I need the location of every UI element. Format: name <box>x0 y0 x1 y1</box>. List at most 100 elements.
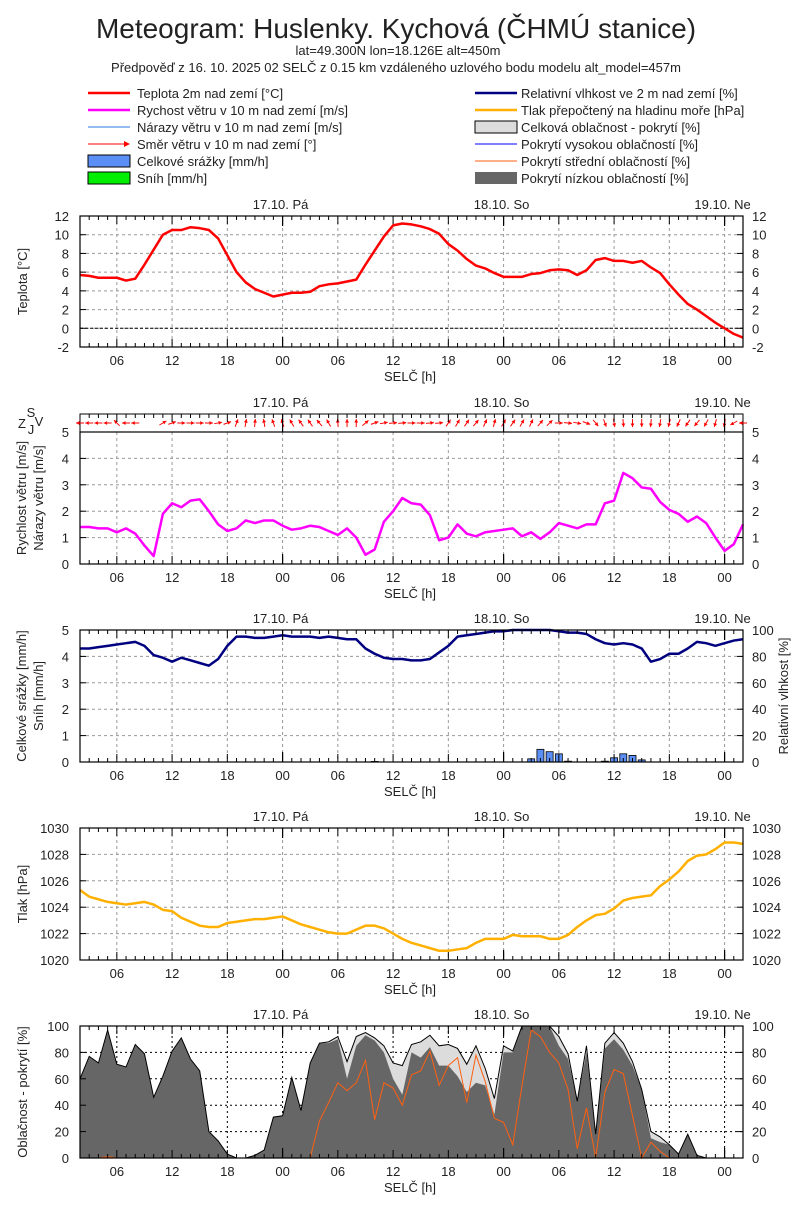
legend-label: Směr větru v 10 m nad zemí [°] <box>137 137 316 152</box>
legend: Teplota 2m nad zemí [°C] Rychost větru v … <box>87 86 744 186</box>
y-tick-label-right: 80 <box>752 649 766 664</box>
wind-arrow-icon <box>464 419 470 427</box>
wind-arrow-icon <box>354 419 359 427</box>
y-tick-label-right: 2 <box>752 303 759 318</box>
x-tick-label: 18 <box>220 353 234 368</box>
wind-arrow-icon <box>483 419 488 427</box>
y-axis-label: Rychlost větru [m/s] <box>14 441 29 555</box>
day-label: 17.10. Pá <box>253 197 309 212</box>
plot-data <box>79 222 744 339</box>
wind-arrow-icon <box>510 419 516 427</box>
y-tick-label-right: 1020 <box>752 953 781 968</box>
wind-arrow-icon <box>529 419 534 427</box>
plot-data <box>79 1025 743 1160</box>
wind-arrow-icon <box>168 421 177 425</box>
plot-data <box>80 471 745 558</box>
y-tick-label: 12 <box>55 209 69 224</box>
day-label: 17.10. Pá <box>253 395 309 410</box>
legend-label: Pokrytí nízkou oblačností [%] <box>521 171 689 186</box>
y-tick-label: 1028 <box>40 847 69 862</box>
y-tick-label-right: 8 <box>752 246 759 261</box>
y-tick-label-right: 1026 <box>752 874 781 889</box>
station-coordinates: lat=49.300N lon=18.126E alt=450m <box>296 43 501 58</box>
y-tick-label: 0 <box>62 557 69 572</box>
day-label: 19.10. Ne <box>694 611 750 626</box>
wind-arrow-icon <box>223 421 232 425</box>
wind-arrow-icon <box>345 419 349 427</box>
wind-arrow-icon <box>195 421 204 425</box>
x-tick-label: 18 <box>662 1164 676 1179</box>
y-tick-label: 1 <box>62 531 69 546</box>
wind-arrow-icon <box>159 420 167 426</box>
x-tick-label: 00 <box>717 1164 731 1179</box>
y-tick-label: 5 <box>62 425 69 440</box>
series-line <box>79 222 744 339</box>
legend-label: Pokrytí střední oblačností [%] <box>521 154 690 169</box>
wind-arrow-icon <box>370 421 379 425</box>
wind-arrow-icon <box>103 421 112 425</box>
day-label: 18.10. So <box>474 611 530 626</box>
y-axis-label-secondary: Nárazy větru [m/s] <box>31 445 46 550</box>
x-tick-label: 06 <box>552 1164 566 1179</box>
y-axis-label: Celkové srážky [mm/h] <box>14 630 29 761</box>
y-tick-label-right: 3 <box>752 478 759 493</box>
wind-arrow-icon <box>76 421 84 425</box>
x-tick-label: 06 <box>331 570 345 585</box>
wind-arrow-icon <box>407 421 416 425</box>
wind-arrow-icon <box>603 419 607 427</box>
y-tick-label: 6 <box>62 265 69 280</box>
wind-arrow-icon <box>289 419 295 427</box>
x-tick-label: 18 <box>220 1164 234 1179</box>
y-tick-label-right: 40 <box>752 702 766 717</box>
day-label: 19.10. Ne <box>694 1007 750 1022</box>
y-tick-label-right: 80 <box>752 1045 766 1060</box>
x-tick-label: 12 <box>607 353 621 368</box>
wind-arrow-icon <box>85 421 94 425</box>
x-tick-label: 06 <box>331 353 345 368</box>
y-tick-label-right: -2 <box>752 340 764 355</box>
day-label: 19.10. Ne <box>694 809 750 824</box>
legend-item: Pokrytí nízkou oblačností [%] <box>475 171 689 186</box>
wind-arrow-icon <box>271 419 276 427</box>
x-tick-label: 00 <box>717 966 731 981</box>
wind-arrow-icon <box>435 421 444 425</box>
temperature-chart: -2 0 2 4 6 8 10 12 -2 0 2 4 6 8 10 12 Teplota [°C] 06 12 18… <box>15 197 766 384</box>
compass-south: J <box>28 422 35 437</box>
wind-arrow-icon <box>667 419 672 427</box>
total-cloud-outline <box>79 1025 743 1159</box>
x-tick-label: 00 <box>496 570 510 585</box>
legend-box-swatch <box>475 172 517 184</box>
y-axis-label: Oblačnost - pokrytí [%] <box>15 1026 30 1158</box>
x-axis-label: SELČ [h] <box>384 369 436 384</box>
y-tick-label: 20 <box>55 1125 69 1140</box>
y-tick-label: 80 <box>55 1045 69 1060</box>
legend-item: Teplota 2m nad zemí [°C] <box>88 86 283 101</box>
y-tick-label: 1026 <box>40 874 69 889</box>
legend-label: Nárazy větru v 10 m nad zemí [m/s] <box>137 120 342 135</box>
y-tick-label: 1 <box>62 729 69 744</box>
x-tick-label: 18 <box>662 768 676 783</box>
legend-item: Tlak přepočtený na hladinu moře [hPa] <box>475 103 744 118</box>
legend-item: Směr větru v 10 m nad zemí [°] <box>88 137 316 152</box>
wind-arrow-icon <box>262 418 266 428</box>
series-line <box>79 841 744 953</box>
legend-item: Celková oblačnost - pokrytí [%] <box>474 120 700 135</box>
day-label: 17.10. Pá <box>253 809 309 824</box>
wind-arrow-icon <box>564 421 573 425</box>
plot-data <box>80 628 744 763</box>
y-tick-label-right: 4 <box>752 284 759 299</box>
plot-frame <box>79 215 744 348</box>
y-axis-label-secondary: Sníh [mm/h] <box>31 661 46 731</box>
legend-label: Tlak přepočtený na hladinu moře [hPa] <box>521 103 744 118</box>
y-tick-label-right: 60 <box>752 676 766 691</box>
legend-label: Rychost větru v 10 m nad zemí [m/s] <box>137 103 348 118</box>
day-label: 17.10. Pá <box>253 1007 309 1022</box>
x-tick-label: 12 <box>165 1164 179 1179</box>
x-tick-label: 06 <box>110 768 124 783</box>
y-axis-label-right: Relativní vlhkost [%] <box>776 637 791 754</box>
legend-box-swatch <box>87 171 131 185</box>
x-tick-label: 06 <box>331 768 345 783</box>
legend-item: Pokrytí vysokou oblačností [%] <box>475 137 698 152</box>
